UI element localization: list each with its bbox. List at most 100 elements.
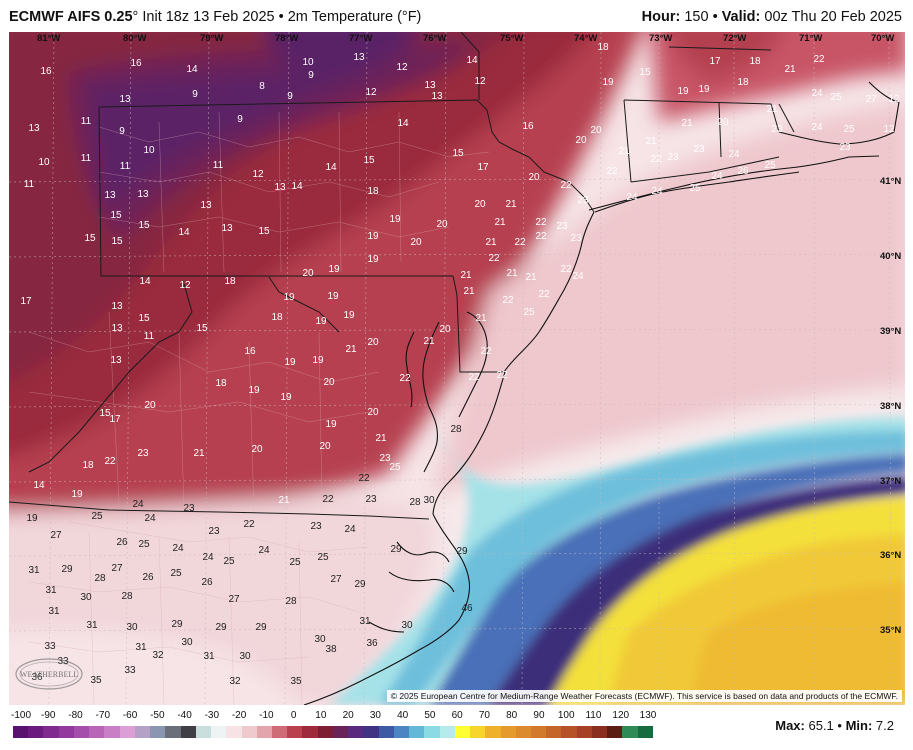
temperature-value: 19 bbox=[367, 231, 379, 242]
colorbar-tick-label: 30 bbox=[369, 710, 381, 721]
colorbar-swatch bbox=[241, 726, 257, 738]
temperature-value: 15 bbox=[111, 236, 123, 247]
header-valid: Hour: 150 • Valid: 00z Thu 20 Feb 2025 bbox=[641, 9, 902, 25]
temperature-value: 22 bbox=[650, 154, 662, 165]
colorbar-swatch bbox=[439, 726, 455, 738]
temperature-value: 31 bbox=[28, 565, 40, 576]
header-title: ECMWF AIFS 0.25° Init 18z 13 Feb 2025 • … bbox=[9, 9, 422, 25]
temperature-map[interactable]: 16 16 14 9 13 8 9 10 9 13 12 13 12 14 12 13 13 11 9 9 14 16 18… bbox=[9, 32, 905, 705]
temperature-value: 19 bbox=[71, 489, 83, 500]
temperature-value: 18 bbox=[271, 312, 283, 323]
temperature-value: 20 bbox=[717, 117, 729, 128]
colorbar-tick-label: 100 bbox=[557, 710, 575, 721]
temperature-value: 20 bbox=[528, 172, 540, 183]
colorbar-swatch bbox=[622, 726, 638, 738]
temperature-value: 20 bbox=[590, 125, 602, 136]
lon-label: 75°W bbox=[500, 33, 523, 44]
hour-value: 150 bbox=[684, 9, 709, 25]
temperature-value: 33 bbox=[124, 665, 136, 676]
temperature-value: 20 bbox=[251, 444, 263, 455]
temperature-value: 28 bbox=[121, 591, 133, 602]
colorbar-tick-label: 70 bbox=[478, 710, 490, 721]
temperature-value: 13 bbox=[431, 91, 443, 102]
temperature-value: 22 bbox=[358, 473, 370, 484]
max-label: Max: bbox=[775, 718, 805, 733]
valid-value: 00z Thu 20 Feb 2025 bbox=[764, 9, 902, 25]
temperature-value: 15 bbox=[110, 210, 122, 221]
temperature-value: 20 bbox=[436, 219, 448, 230]
temperature-value: 19 bbox=[343, 310, 355, 321]
temperature-value: 15 bbox=[452, 148, 464, 159]
temperature-value: 14 bbox=[325, 162, 337, 173]
lat-label: 39°N bbox=[880, 326, 901, 337]
temperature-value: 22 bbox=[468, 372, 480, 383]
temperature-value: 19 bbox=[677, 86, 689, 97]
temperature-value: 19 bbox=[328, 264, 340, 275]
temperature-value: 21 bbox=[278, 495, 290, 506]
lon-label: 73°W bbox=[649, 33, 672, 44]
temperature-value: 17 bbox=[709, 56, 721, 67]
temperature-value: 23 bbox=[667, 152, 679, 163]
colorbar-tick-label: 90 bbox=[533, 710, 545, 721]
temperature-value: 13 bbox=[111, 301, 123, 312]
temperature-value: 32 bbox=[229, 676, 241, 687]
colorbar-swatch bbox=[561, 726, 577, 738]
temperature-value: 19 bbox=[389, 214, 401, 225]
colorbar-swatch bbox=[485, 726, 501, 738]
temperature-value: 21 bbox=[423, 336, 435, 347]
temperature-value: 13 bbox=[119, 94, 131, 105]
temperature-value: 25 bbox=[170, 568, 182, 579]
lon-label: 78°W bbox=[275, 33, 298, 44]
temperature-value: 9 bbox=[308, 70, 314, 81]
colorbar-swatch bbox=[332, 726, 349, 738]
colorbar-swatch bbox=[637, 726, 653, 738]
field-name: 2m Temperature (°F) bbox=[287, 9, 422, 25]
colorbar-tick-label: -70 bbox=[95, 710, 111, 721]
temperature-value: 13 bbox=[424, 80, 436, 91]
county-lines bbox=[28, 111, 490, 705]
temperature-value: 30 bbox=[401, 620, 413, 631]
temperature-value: 11 bbox=[120, 161, 131, 172]
temperature-value: 22 bbox=[488, 253, 500, 264]
temperature-value: 31 bbox=[45, 585, 57, 596]
temperature-value: 12 bbox=[474, 76, 486, 87]
lat-label: 36°N bbox=[880, 550, 901, 561]
temperature-value: 24 bbox=[811, 88, 823, 99]
logo-text: WEATHERBELL bbox=[20, 670, 78, 679]
temperature-value: 31 bbox=[86, 620, 98, 631]
min-value: 7.2 bbox=[875, 718, 894, 733]
temperature-value: 25 bbox=[830, 92, 842, 103]
temperature-value: 29 bbox=[255, 622, 267, 633]
temperature-value: 15 bbox=[84, 233, 96, 244]
temperature-value: 24 bbox=[202, 552, 214, 563]
temperature-value: 30 bbox=[126, 622, 138, 633]
temperature-value: 25 bbox=[223, 556, 235, 567]
colorbar-tick-label: -20 bbox=[231, 710, 247, 721]
hour-label: Hour: bbox=[641, 9, 681, 25]
temperature-value: 14 bbox=[139, 276, 151, 287]
temperature-value: 23 bbox=[208, 526, 220, 537]
lat-lon-grid bbox=[9, 32, 905, 705]
temperature-value: 18 bbox=[749, 56, 761, 67]
temperature-value: 30 bbox=[423, 495, 435, 506]
temperature-value: 22 bbox=[322, 494, 334, 505]
temperature-value: 20 bbox=[575, 135, 587, 146]
temperature-value: 22 bbox=[535, 217, 547, 228]
temperature-value: 20 bbox=[474, 199, 486, 210]
temperature-value: 15 bbox=[196, 323, 208, 334]
temperature-value: 18 bbox=[224, 276, 236, 287]
lon-label: 79°W bbox=[200, 33, 223, 44]
temperature-value: 10 bbox=[38, 157, 50, 168]
colorbar-tick-label: 50 bbox=[424, 710, 436, 721]
temperature-value: 31 bbox=[203, 651, 215, 662]
temperature-value: 14 bbox=[178, 227, 190, 238]
init-time: Init 18z 13 Feb 2025 bbox=[142, 9, 275, 25]
temperature-value: 23 bbox=[577, 195, 589, 206]
copyright-notice: © 2025 European Centre for Medium-Range … bbox=[386, 690, 902, 702]
temperature-value: 14 bbox=[33, 480, 45, 491]
colorbar-swatch bbox=[180, 726, 196, 738]
temperature-value: 31 bbox=[48, 606, 60, 617]
temperature-value: 13 bbox=[111, 323, 123, 334]
max-value: 65.1 bbox=[808, 718, 834, 733]
temperature-value: 21 bbox=[460, 270, 472, 281]
